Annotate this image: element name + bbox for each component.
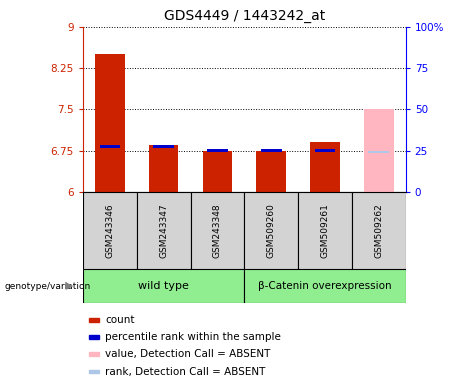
Bar bbox=[203, 151, 232, 192]
Text: value, Detection Call = ABSENT: value, Detection Call = ABSENT bbox=[106, 349, 271, 359]
Text: GSM243348: GSM243348 bbox=[213, 203, 222, 258]
Text: percentile rank within the sample: percentile rank within the sample bbox=[106, 332, 281, 342]
Bar bbox=[352, 192, 406, 269]
Text: rank, Detection Call = ABSENT: rank, Detection Call = ABSENT bbox=[106, 366, 266, 377]
Bar bbox=[310, 142, 340, 192]
Bar bbox=[149, 145, 178, 192]
Bar bbox=[137, 192, 190, 269]
Bar bbox=[298, 192, 352, 269]
Bar bbox=[190, 192, 244, 269]
Bar bbox=[368, 151, 389, 154]
Bar bbox=[315, 149, 335, 152]
Title: GDS4449 / 1443242_at: GDS4449 / 1443242_at bbox=[164, 9, 325, 23]
Bar bbox=[95, 55, 124, 192]
Bar bbox=[83, 192, 137, 269]
Text: β-Catenin overexpression: β-Catenin overexpression bbox=[258, 281, 392, 291]
Bar bbox=[100, 145, 120, 148]
Bar bbox=[89, 318, 99, 321]
Bar bbox=[207, 149, 228, 152]
Text: count: count bbox=[106, 314, 135, 325]
Text: GSM509262: GSM509262 bbox=[374, 203, 383, 258]
Bar bbox=[89, 335, 99, 339]
Text: genotype/variation: genotype/variation bbox=[4, 281, 90, 291]
Bar bbox=[89, 353, 99, 356]
Bar bbox=[256, 151, 286, 192]
Bar bbox=[154, 145, 174, 148]
Text: GSM509260: GSM509260 bbox=[267, 203, 276, 258]
Bar bbox=[364, 109, 394, 192]
Bar bbox=[244, 192, 298, 269]
Bar bbox=[244, 269, 406, 303]
Bar bbox=[83, 269, 244, 303]
Bar bbox=[89, 370, 99, 373]
Text: GSM243346: GSM243346 bbox=[106, 203, 114, 258]
Bar bbox=[261, 149, 282, 152]
Text: wild type: wild type bbox=[138, 281, 189, 291]
Text: GSM509261: GSM509261 bbox=[320, 203, 330, 258]
Text: GSM243347: GSM243347 bbox=[159, 203, 168, 258]
